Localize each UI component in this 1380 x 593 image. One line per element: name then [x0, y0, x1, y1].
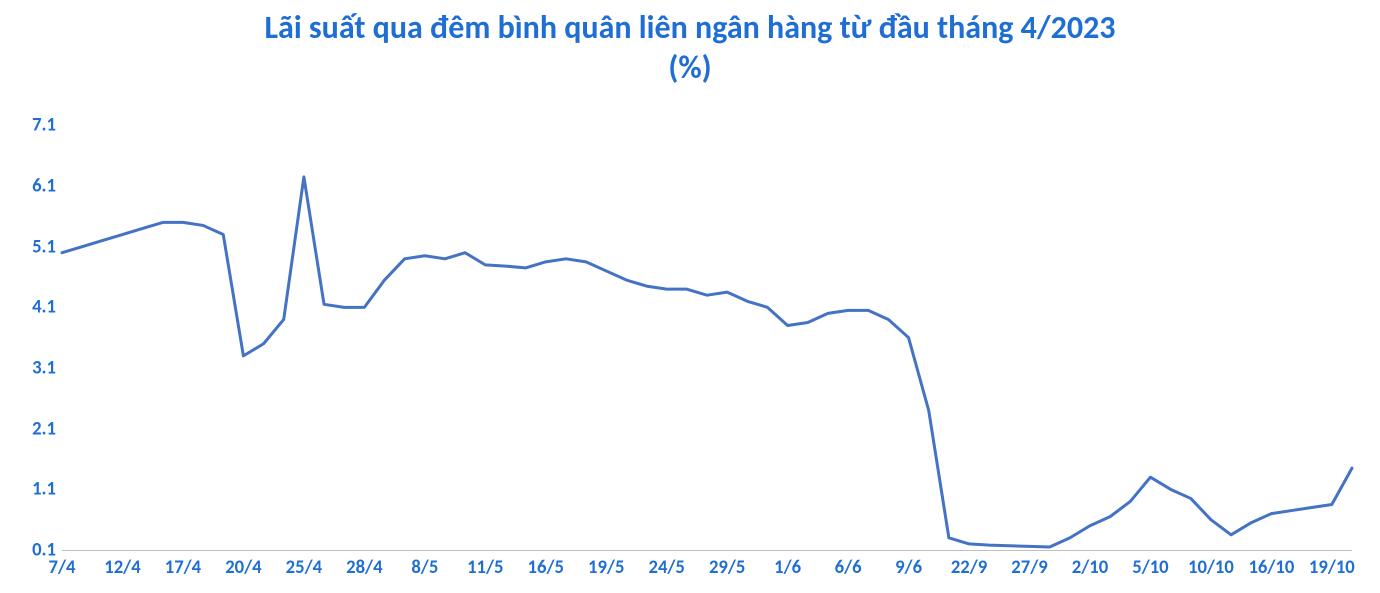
x-tick-label: 20/4	[225, 556, 261, 579]
y-tick-label: 3.1	[16, 357, 56, 380]
x-tick-label: 7/4	[49, 556, 76, 579]
x-tick-label: 8/5	[411, 556, 438, 579]
x-tick-label: 22/9	[951, 556, 987, 579]
y-tick-label: 2.1	[16, 417, 56, 440]
y-tick-label: 4.1	[16, 296, 56, 319]
interest-rate-line-chart: Lãi suất qua đêm bình quân liên ngân hàn…	[0, 0, 1380, 593]
plot-area	[62, 95, 1352, 550]
x-tick-label: 24/5	[648, 556, 684, 579]
data-line	[62, 177, 1352, 547]
x-tick-label: 16/5	[528, 556, 564, 579]
x-tick-label: 29/5	[709, 556, 745, 579]
x-tick-label: 16/10	[1248, 556, 1294, 579]
x-tick-label: 2/10	[1072, 556, 1108, 579]
x-tick-label: 19/10	[1309, 556, 1355, 579]
x-tick-label: 11/5	[467, 556, 503, 579]
x-tick-label: 5/10	[1132, 556, 1168, 579]
y-tick-label: 1.1	[16, 478, 56, 501]
chart-title: Lãi suất qua đêm bình quân liên ngân hàn…	[0, 8, 1380, 88]
chart-title-line2: (%)	[0, 48, 1380, 88]
x-tick-label: 10/10	[1188, 556, 1234, 579]
chart-title-line1: Lãi suất qua đêm bình quân liên ngân hàn…	[0, 8, 1380, 48]
x-axis-line	[62, 550, 1352, 551]
line-plot-svg	[62, 95, 1352, 550]
y-tick-label: 6.1	[16, 175, 56, 198]
x-tick-label: 9/6	[895, 556, 922, 579]
x-tick-label: 19/5	[588, 556, 624, 579]
x-tick-label: 6/6	[835, 556, 862, 579]
x-tick-label: 1/6	[774, 556, 801, 579]
x-tick-label: 27/9	[1011, 556, 1047, 579]
y-tick-label: 7.1	[16, 114, 56, 137]
x-tick-label: 28/4	[346, 556, 382, 579]
x-tick-label: 25/4	[286, 556, 322, 579]
x-tick-label: 17/4	[165, 556, 201, 579]
x-tick-label: 12/4	[104, 556, 140, 579]
y-tick-label: 5.1	[16, 235, 56, 258]
